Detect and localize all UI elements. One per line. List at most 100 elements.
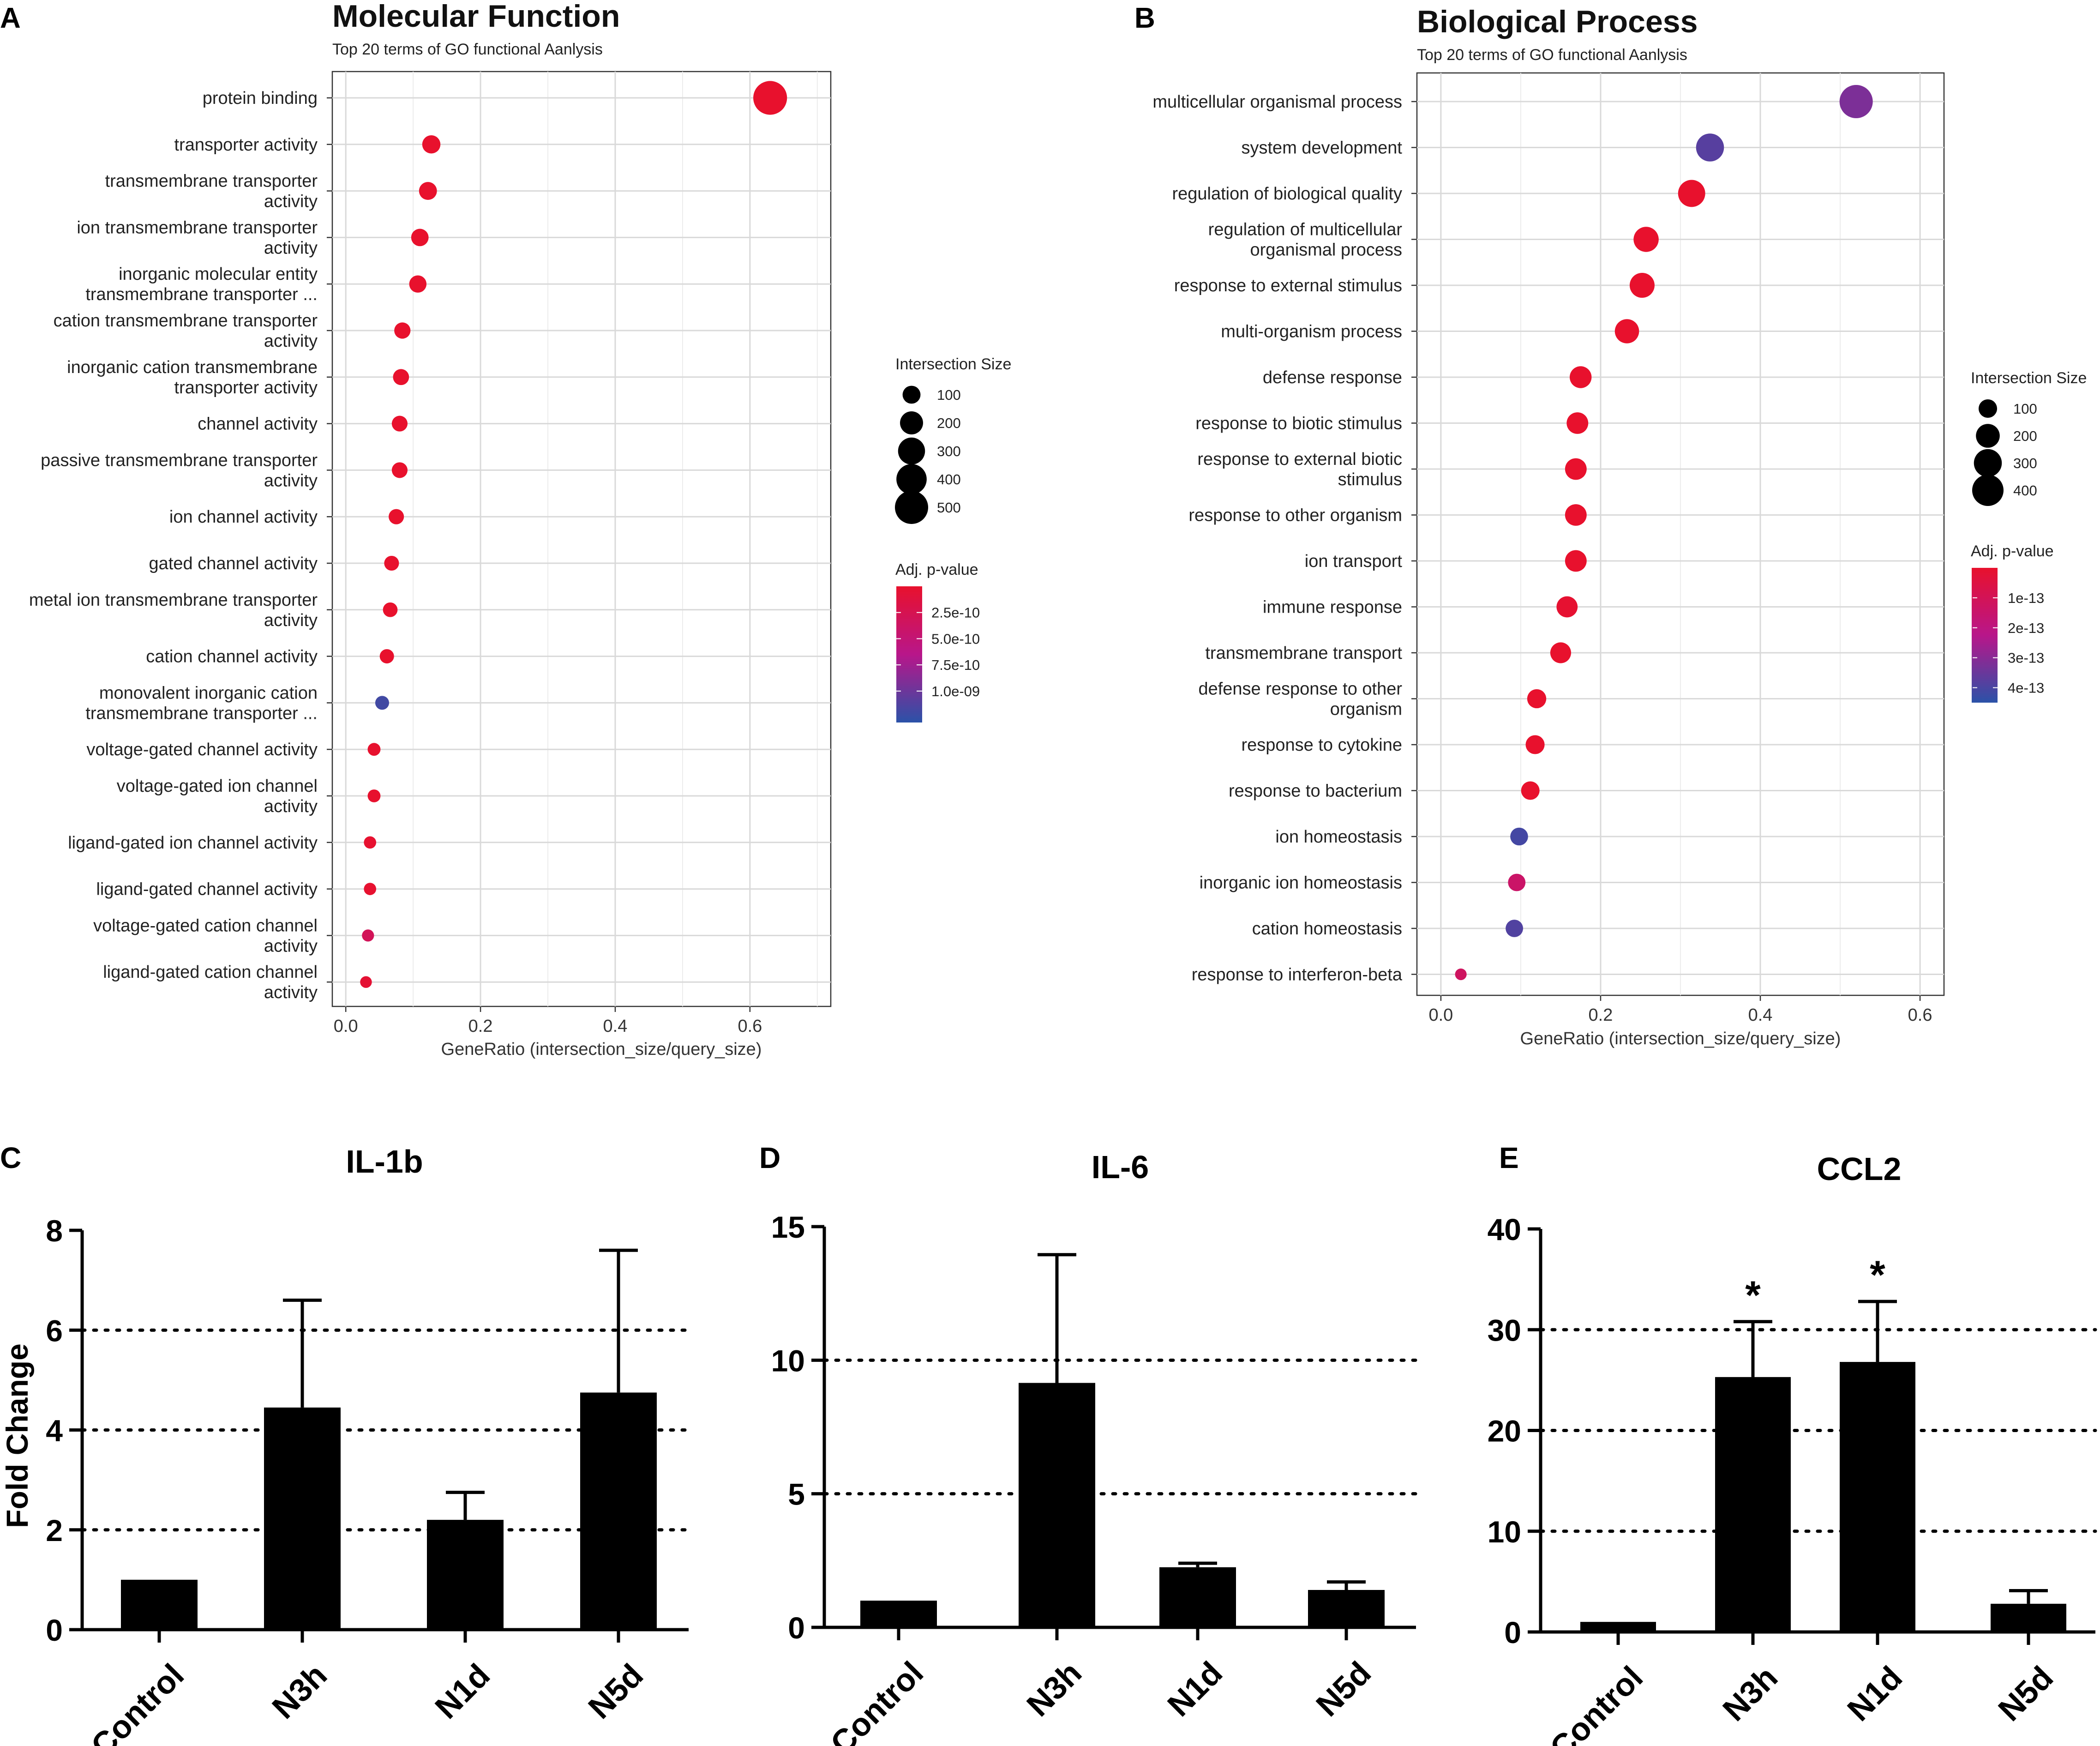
term-point	[1508, 873, 1526, 891]
term-label: immune response	[1263, 598, 1402, 617]
term-point	[1696, 133, 1724, 162]
term-label: ion homeostasis	[1275, 827, 1402, 847]
term-label: channel activity	[198, 415, 318, 434]
term-point	[1566, 412, 1589, 434]
chart-b-color-legend-ticks: 1e-13 2e-13 3e-13 4e-13	[1973, 590, 2044, 696]
term-point	[389, 509, 404, 524]
y-tick-label: 5	[788, 1477, 805, 1511]
term-label: ion channel activity	[169, 507, 318, 527]
category-label: N1d	[428, 1657, 497, 1726]
term-point	[1633, 227, 1659, 252]
size-legend-dot	[896, 464, 927, 494]
term-point	[393, 369, 409, 385]
term-point	[1506, 920, 1524, 937]
term-point	[1525, 735, 1545, 754]
category-label: Control	[823, 1655, 930, 1746]
term-label: cation channel activity	[146, 647, 318, 667]
x-tick-label: 0.4	[1748, 1005, 1773, 1025]
term-point	[1678, 180, 1705, 207]
size-legend-label: 400	[937, 471, 961, 488]
chart-b-size-legend: 100 200 300 400	[1972, 399, 2037, 506]
panel-letter-c: C	[0, 1141, 21, 1174]
size-legend-label: 300	[2013, 455, 2037, 471]
y-tick-label: 10	[771, 1343, 805, 1378]
term-point	[1455, 968, 1467, 981]
term-label: ion transport	[1305, 552, 1403, 571]
category-label: N5d	[582, 1657, 650, 1726]
panel-a: A Molecular Function Top 20 terms of GO …	[0, 0, 1011, 1059]
category-label: N5d	[1309, 1655, 1378, 1723]
size-legend-dot	[898, 437, 925, 465]
y-tick-label: 0	[1504, 1615, 1521, 1650]
category-label: N5d	[1992, 1659, 2060, 1728]
color-legend-label: 1.0e-09	[931, 683, 980, 699]
term-point	[1629, 273, 1655, 298]
term-point	[1550, 642, 1572, 663]
panel-e: E CCL2 0 10 20 30 40 Control N3h * N1d * N5d	[1488, 1141, 2097, 1746]
term-label: cation homeostasis	[1252, 919, 1402, 939]
term-point	[364, 883, 377, 895]
chart-c-title: IL-1b	[346, 1144, 423, 1180]
term-point	[1570, 366, 1592, 388]
chart-c-y-axis-label: Fold Change	[0, 1343, 34, 1528]
term-label: ligand-gated ion channel activity	[68, 833, 318, 853]
bar	[860, 1601, 937, 1627]
chart-e: 0 10 20 30 40 Control N3h * N1d * N5d	[1488, 1212, 2097, 1746]
term-label: response to external stimulus	[1174, 276, 1402, 295]
term-point	[1839, 84, 1873, 119]
term-label: voltage-gated ion channel activity	[117, 777, 318, 816]
size-legend-label: 100	[2013, 401, 2037, 417]
x-tick-label: 0.6	[1908, 1005, 1932, 1025]
term-label: multi-organism process	[1221, 322, 1402, 342]
x-tick-label: 0.4	[603, 1017, 628, 1036]
term-point	[753, 81, 787, 115]
term-label: ligand-gated cation channel activity	[103, 963, 318, 1002]
term-point	[419, 182, 437, 200]
term-label: response to bacterium	[1229, 782, 1402, 801]
bar	[1991, 1603, 2066, 1632]
chart-b-subtitle: Top 20 terms of GO functional Aanlysis	[1417, 46, 1687, 64]
bar	[1715, 1377, 1791, 1632]
chart-a-subtitle: Top 20 terms of GO functional Aanlysis	[332, 41, 603, 58]
chart-a-plot-area	[331, 71, 832, 1007]
y-tick-label: 10	[1488, 1515, 1521, 1549]
y-tick-label: 2	[46, 1513, 63, 1547]
size-legend-dot	[1972, 475, 2004, 506]
term-point	[364, 836, 377, 849]
chart-a-x-axis-label: GeneRatio (intersection_size/query_size)	[441, 1040, 762, 1059]
size-legend-label: 300	[937, 443, 961, 459]
term-label: system development	[1242, 138, 1403, 158]
term-point	[411, 229, 429, 247]
chart-b-color-legend-title: Adj. p-value	[1971, 542, 2054, 560]
chart-b-x-axis-label: GeneRatio (intersection_size/query_size)	[1520, 1029, 1841, 1048]
significance-marker: *	[1870, 1253, 1885, 1297]
term-label: voltage-gated cation channel activity	[93, 916, 318, 956]
y-tick-label: 15	[771, 1210, 805, 1244]
chart-a-color-legend-title: Adj. p-value	[895, 561, 978, 578]
panel-c: C IL-1b Fold Change 0 2 4 6 8 Control N3h N1d N5…	[0, 1141, 690, 1746]
size-legend-label: 400	[2013, 482, 2037, 499]
chart-b-size-legend-title: Intersection Size	[1971, 369, 2087, 387]
panel-letter-a: A	[0, 2, 21, 34]
term-label: inorganic molecular entity transmembrane …	[85, 265, 318, 304]
chart-b-color-bar	[1972, 568, 1998, 703]
bar	[427, 1520, 504, 1630]
bar	[121, 1579, 198, 1630]
term-label: response to cytokine	[1241, 735, 1402, 755]
size-legend-dot	[900, 411, 923, 434]
term-label: transporter activity	[174, 135, 318, 155]
color-legend-label: 2e-13	[2008, 620, 2044, 636]
term-label: passive transmembrane transporter activit…	[41, 451, 318, 490]
y-tick-label: 4	[46, 1414, 63, 1448]
chart-c: 0 2 4 6 8 Control N3h N1d N5d	[46, 1214, 690, 1746]
size-legend-dot	[902, 385, 921, 404]
term-label: regulation of biological quality	[1172, 184, 1402, 204]
chart-a-title: Molecular Function	[332, 0, 620, 34]
chart-a-size-legend-title: Intersection Size	[895, 355, 1011, 373]
term-label: transmembrane transporter activity	[105, 172, 318, 211]
panel-b: B Biological Process Top 20 terms of GO …	[1134, 2, 2087, 1048]
chart-d-title: IL-6	[1092, 1149, 1149, 1185]
term-label: defense response	[1263, 368, 1402, 387]
term-point	[1565, 458, 1587, 480]
